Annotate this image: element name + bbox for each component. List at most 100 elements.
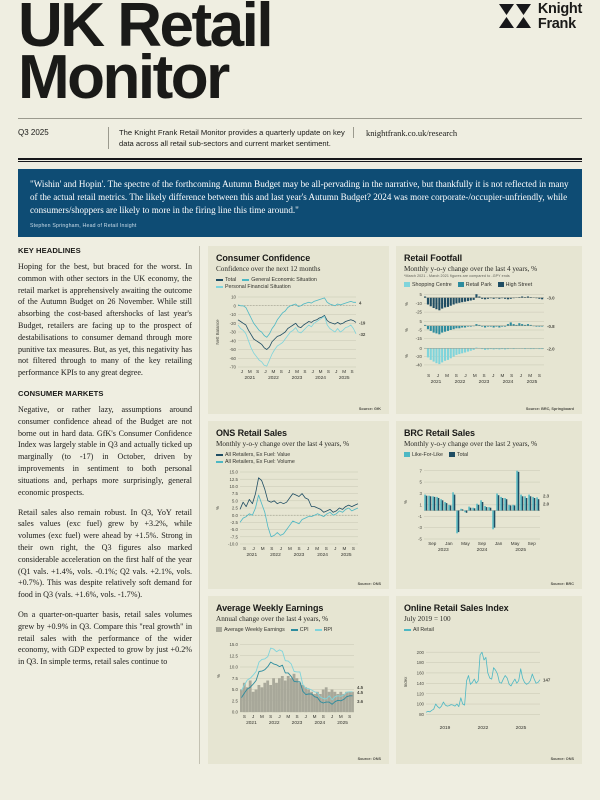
- legend-item: All Retail: [404, 627, 434, 633]
- chart-legend: Average Weekly Earnings CPI RPI: [216, 627, 381, 633]
- chart-plot-area: 200 180 160 140 120 100 80 2019 2022 2025 147 Inde…: [404, 643, 574, 741]
- svg-text:4.5: 4.5: [357, 690, 364, 695]
- chart-plot-area: 15.0 12.5 10.0 7.5 5.0 2.5 0.0 S J M S J M S J M S J M S 20…: [216, 636, 381, 734]
- svg-text:2023: 2023: [292, 720, 303, 726]
- legend-item: Average Weekly Earnings: [216, 627, 285, 633]
- legend-label: Average Weekly Earnings: [224, 626, 285, 633]
- svg-text:180: 180: [417, 660, 425, 665]
- svg-text:147: 147: [543, 678, 551, 683]
- svg-text:10: 10: [231, 294, 236, 299]
- svg-text:M: M: [295, 369, 299, 374]
- svg-text:Jan: Jan: [495, 541, 503, 546]
- legend-item: All Retailers, Ex Fuel: Volume: [216, 459, 295, 465]
- heavy-divider: [18, 158, 582, 163]
- legend-label: Total: [456, 451, 469, 458]
- svg-text:2019: 2019: [440, 725, 451, 731]
- legend-label: Personal Financial Situation: [225, 283, 291, 290]
- legend-item: Personal Financial Situation: [216, 284, 291, 290]
- svg-text:5: 5: [420, 480, 423, 485]
- legend-label: Like-For-Like: [412, 451, 443, 458]
- svg-text:-32: -32: [359, 332, 366, 337]
- svg-text:2025: 2025: [527, 379, 538, 385]
- svg-text:J: J: [437, 373, 439, 378]
- svg-text:J: J: [252, 546, 254, 551]
- chart-legend: Like-For-Like Total: [404, 452, 574, 458]
- svg-text:May: May: [511, 541, 520, 546]
- svg-text:%: %: [216, 506, 220, 510]
- svg-text:2.3: 2.3: [543, 494, 550, 499]
- svg-text:J: J: [264, 369, 266, 374]
- svg-text:-5: -5: [418, 327, 422, 332]
- chart-subtitle: Monthly y-o-y change over the last 2 yea…: [404, 439, 538, 448]
- svg-text:M: M: [339, 714, 343, 719]
- legend-swatch-icon: [216, 460, 223, 463]
- svg-text:%: %: [404, 302, 409, 306]
- svg-text:-7.5: -7.5: [230, 534, 238, 539]
- section-heading-key-headlines: KEY HEADLINES: [18, 245, 81, 255]
- svg-text:Index: Index: [404, 676, 408, 688]
- chart-title: Retail Footfall: [404, 252, 463, 263]
- svg-text:-2.5: -2.5: [230, 520, 238, 525]
- chart-plot-area: 5 -10 -25 -3.0% 5 -5 -15 -0.8% 0 -20 -40 -2.0% S J M S J…: [404, 291, 574, 389]
- svg-text:J: J: [464, 373, 466, 378]
- svg-text:-50: -50: [230, 347, 237, 352]
- svg-text:-15: -15: [416, 336, 423, 341]
- awe-svg: 15.012.510.07.55.02.50.0 S J M S J M S J M S J M S20…: [216, 642, 364, 726]
- svg-text:-19: -19: [359, 320, 366, 325]
- svg-text:-3: -3: [418, 525, 422, 530]
- legend-item: Shopping Centre: [404, 282, 452, 288]
- legend-label: All Retailers, Ex Fuel: Volume: [225, 458, 295, 465]
- svg-text:2024: 2024: [314, 720, 325, 726]
- svg-text:M: M: [288, 546, 292, 551]
- legend-item: High Street: [497, 281, 533, 288]
- legend-label: All Retail: [413, 626, 434, 633]
- svg-text:%: %: [404, 500, 408, 504]
- legend-label: High Street: [505, 281, 533, 288]
- svg-text:S: S: [351, 369, 354, 374]
- svg-text:S: S: [256, 369, 259, 374]
- charts-grid: Consumer Confidence Confidence over the …: [208, 245, 582, 764]
- svg-text:Sep: Sep: [528, 541, 537, 546]
- research-url[interactable]: knightfrank.co.uk/research: [353, 127, 553, 139]
- title-line-1: UK Retail: [18, 0, 274, 60]
- svg-text:J: J: [331, 714, 333, 719]
- svg-text:5.0: 5.0: [232, 687, 239, 692]
- svg-text:-60: -60: [230, 356, 237, 361]
- chart-source: Source: GfK: [358, 406, 381, 411]
- legend-item: General Economic Situation: [242, 277, 317, 283]
- chart-source: Source: BRC, Springboard: [525, 406, 574, 411]
- chart-title: Online Retail Sales Index: [404, 602, 509, 613]
- svg-text:S: S: [427, 373, 430, 378]
- chart-plot-area: 15.0 12.5 10.0 7.5 5.0 2.5 0.0 -2.5 -5.0 -7.5 -10.…: [216, 468, 381, 563]
- svg-text:S: S: [280, 369, 283, 374]
- svg-text:S: S: [325, 546, 328, 551]
- svg-text:J: J: [288, 369, 290, 374]
- chart-subtitle: Monthly y-o-y change over the last 4 yea…: [216, 439, 350, 448]
- svg-text:-2.0: -2.0: [547, 346, 555, 351]
- svg-text:10.0: 10.0: [229, 484, 238, 489]
- meta-strip: Q3 2025 The Knight Frank Retail Monitor …: [18, 119, 582, 158]
- svg-text:M: M: [501, 373, 505, 378]
- svg-text:-5.0: -5.0: [230, 527, 238, 532]
- svg-text:J: J: [241, 369, 243, 374]
- svg-text:2023: 2023: [479, 379, 490, 385]
- svg-text:0: 0: [234, 303, 237, 308]
- svg-text:-10: -10: [416, 301, 423, 306]
- svg-text:2023: 2023: [438, 547, 449, 553]
- svg-text:S: S: [352, 546, 355, 551]
- logo-text-line-2: Frank: [537, 15, 576, 32]
- svg-text:S: S: [322, 714, 325, 719]
- svg-text:S: S: [455, 373, 458, 378]
- svg-text:2022: 2022: [455, 379, 466, 385]
- svg-text:15.0: 15.0: [229, 469, 238, 474]
- legend-item: CPI: [290, 627, 309, 633]
- svg-text:S: S: [269, 714, 272, 719]
- svg-text:2021: 2021: [244, 375, 255, 381]
- paragraph: Hoping for the best, but braced for the …: [18, 261, 192, 378]
- legend-item: All Retailers, Ex Fuel: Value: [216, 452, 290, 458]
- chart-legend-row2: Personal Financial Situation: [216, 284, 381, 290]
- masthead: UK Retail Monitor Knight Frank: [18, 0, 582, 109]
- svg-text:J: J: [312, 369, 314, 374]
- svg-text:7.5: 7.5: [232, 491, 239, 496]
